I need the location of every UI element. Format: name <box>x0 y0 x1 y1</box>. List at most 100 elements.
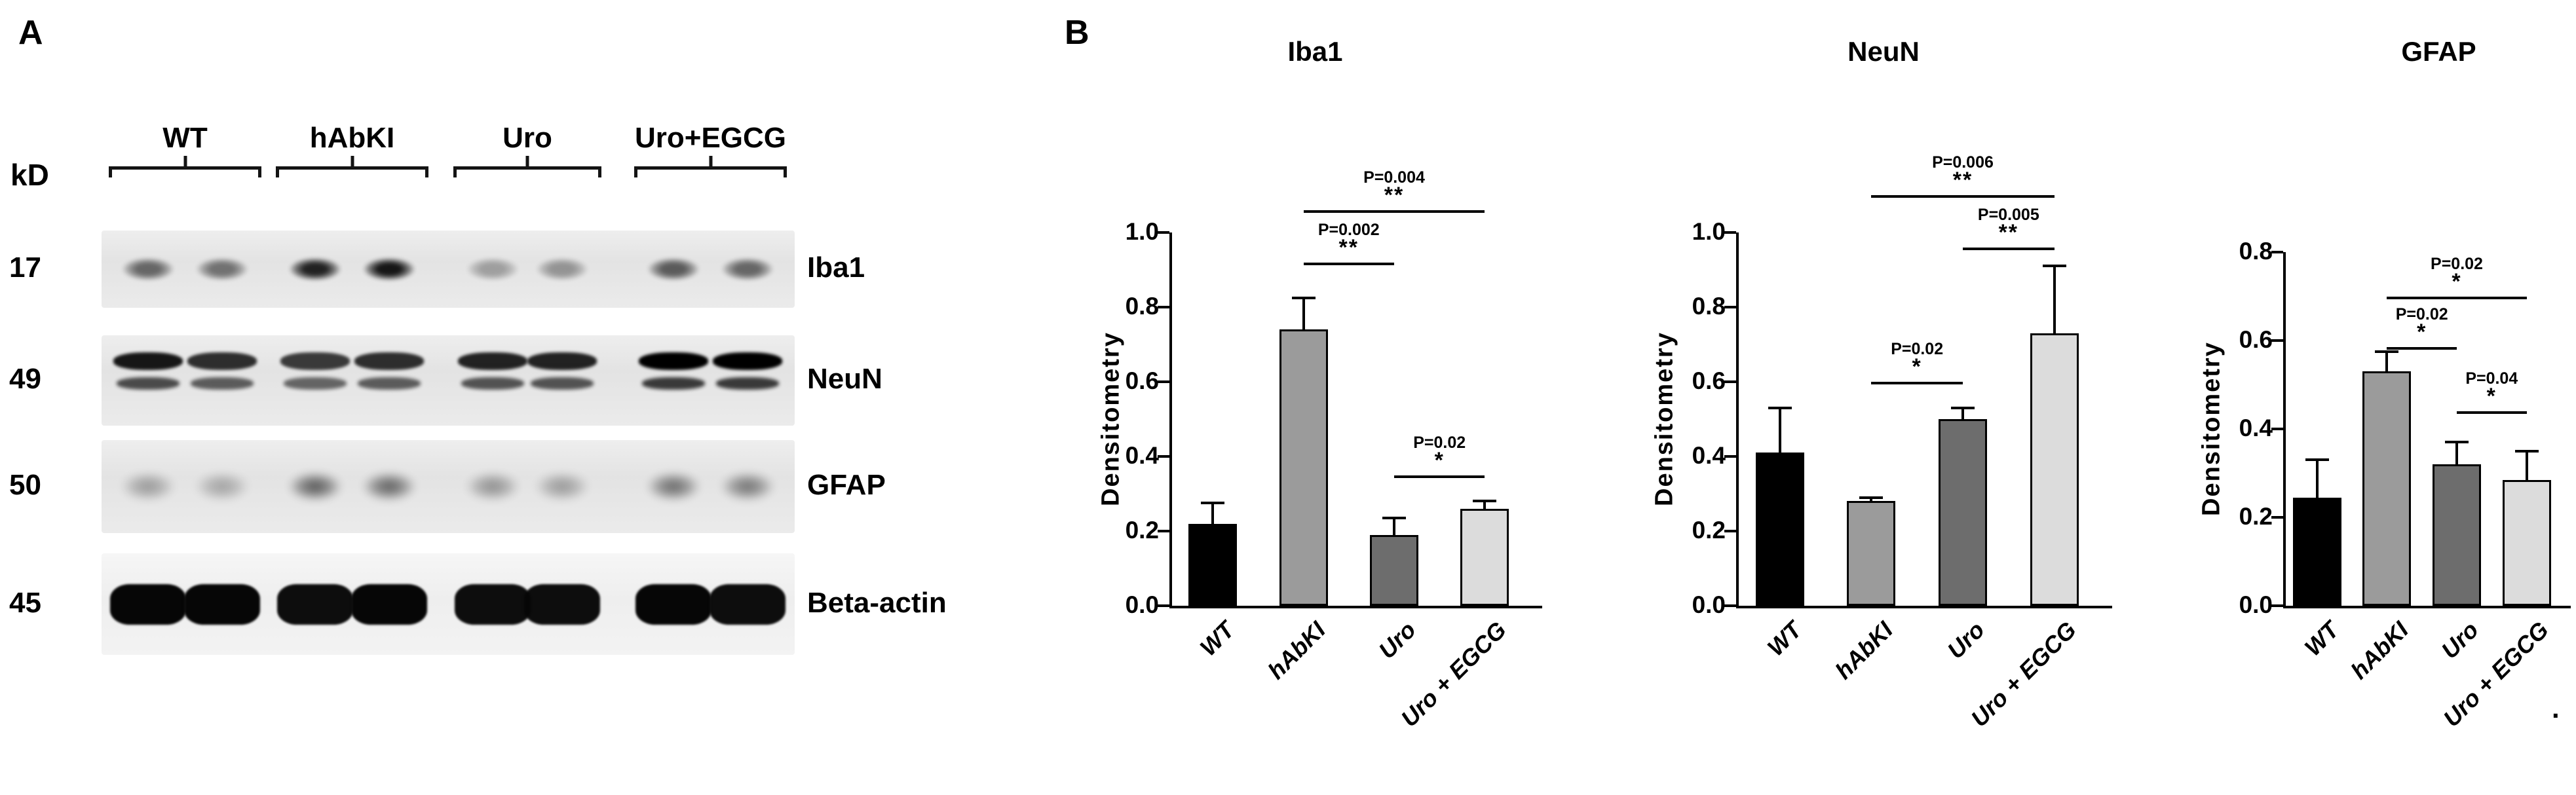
y-tick-mark <box>1158 380 1169 383</box>
error-bar <box>1211 503 1215 525</box>
y-tick-mark <box>1158 530 1169 532</box>
y-tick-mark <box>2271 339 2283 342</box>
blot-band <box>351 583 427 625</box>
error-bar <box>2455 442 2458 466</box>
error-bar-cap <box>1382 517 1406 520</box>
blot-band-upper <box>113 352 183 370</box>
significance-p-value: P=0.02 <box>1891 340 1944 358</box>
error-bar-cap <box>1951 406 1975 409</box>
blot-band-lower <box>284 377 347 390</box>
y-axis-label: Densitometry <box>1097 331 1125 507</box>
x-tick-label: hAbKI <box>2345 616 2414 684</box>
plot-area: WT hAbKI Uro Uro + EGCG P=0.04 * P=0.02 * P=0.02… <box>2283 252 2571 732</box>
significance-line <box>1963 247 2055 250</box>
blot-band <box>638 253 709 285</box>
blot-protein-label: NeuN <box>807 363 882 395</box>
significance-stars: * <box>2486 384 2497 409</box>
blot-strip-beta-actin <box>102 553 795 655</box>
y-tick-mark <box>1724 455 1736 458</box>
significance-stars: ** <box>1998 219 2019 245</box>
bar-habki <box>1279 329 1328 606</box>
y-tick-label: 0.0 <box>1125 591 1159 618</box>
significance-line <box>1303 262 1394 265</box>
bar-uro+egcg <box>1460 508 1509 606</box>
blot-band <box>184 583 260 625</box>
blot-band-upper <box>527 352 597 370</box>
blot-group-bracket <box>109 166 261 177</box>
blot-group-label: hAbKI <box>309 122 395 154</box>
y-tick-label: 0.6 <box>1692 367 1726 394</box>
significance-line <box>2387 347 2457 350</box>
chart-title: NeuN <box>1847 36 1920 67</box>
significance-stars: ** <box>1338 234 1359 260</box>
significance-line <box>2387 296 2527 299</box>
blot-band <box>524 583 600 625</box>
y-tick-label: 0.4 <box>1125 442 1159 469</box>
significance-p-value: P=0.02 <box>2395 305 2448 324</box>
blot-band-lower <box>642 377 705 390</box>
significance-stars: ** <box>1952 168 1973 193</box>
significance-line <box>2457 411 2527 414</box>
blot-protein-label: Iba1 <box>807 251 865 284</box>
error-bar-cap <box>2375 350 2399 353</box>
y-tick-label: 1.0 <box>1692 218 1726 245</box>
blot-band <box>712 253 783 285</box>
blot-band-lower <box>191 377 254 390</box>
blot-band-lower <box>358 377 421 390</box>
blot-group-bracket <box>634 166 787 177</box>
blot-band-upper <box>354 352 424 370</box>
x-tick-label: Uro <box>1942 616 1990 664</box>
bar-habki <box>2362 371 2412 606</box>
y-tick-mark <box>1724 231 1736 234</box>
chart-neun: NeuN Densitometry WT hAbKI Uro Uro + EGCG P=… <box>1638 36 2188 759</box>
significance-stars: * <box>2417 320 2427 345</box>
blot-group-label: Uro <box>502 122 552 154</box>
western-blot-panel: WT hAbKI Uro Uro+EGCG 17 Iba1 49 NeuN 50 GFAP 45 Be… <box>0 0 947 795</box>
y-tick-mark <box>1724 380 1736 383</box>
blot-band <box>637 467 710 506</box>
x-tick-label: hAbKI <box>1830 616 1899 684</box>
blot-band <box>113 253 183 285</box>
blot-band <box>525 467 599 506</box>
error-bar <box>1778 407 1781 454</box>
blot-band <box>352 467 426 506</box>
blot-band <box>710 583 786 625</box>
y-tick-label: 0.4 <box>2239 415 2273 441</box>
blot-kd-marker: 45 <box>9 586 41 619</box>
y-tick-label: 0.4 <box>1692 442 1726 469</box>
panel-b-label: B <box>1065 14 1089 52</box>
kd-axis-label: kD <box>10 158 49 192</box>
blot-group-stem <box>709 156 712 166</box>
error-bar-cap <box>2514 449 2539 453</box>
y-tick-mark <box>2271 604 2283 607</box>
bar-uro <box>1370 534 1418 606</box>
chart-title: GFAP <box>2401 36 2476 67</box>
y-tick-mark <box>1724 306 1736 308</box>
y-tick-mark <box>1158 231 1169 234</box>
blot-strip-iba1 <box>102 231 795 308</box>
blot-protein-label: GFAP <box>807 469 886 501</box>
blot-kd-marker: 50 <box>9 469 41 501</box>
error-bar <box>2385 351 2389 373</box>
y-tick-label: 0.6 <box>2239 326 2273 353</box>
blot-strip-gfap <box>102 440 795 533</box>
blot-band-lower <box>117 377 180 390</box>
blot-band <box>711 467 784 506</box>
chart-gfap: GFAP Densitometry WT hAbKI Uro Uro + EGCG P=… <box>2185 36 2576 759</box>
blot-band <box>277 583 353 625</box>
error-bar-cap <box>1201 502 1225 505</box>
x-tick-label: Uro <box>1373 616 1421 664</box>
trailing-period: . <box>2552 693 2560 724</box>
y-tick-label: 0.2 <box>1692 517 1726 544</box>
bar-wt <box>2292 497 2341 606</box>
error-bar-cap <box>1859 496 1884 499</box>
blot-band <box>457 253 528 285</box>
significance-line <box>1871 195 2055 198</box>
blot-band <box>187 253 257 285</box>
y-tick-mark <box>1158 455 1169 458</box>
significance-p-value: P=0.04 <box>2465 369 2518 388</box>
blot-band <box>527 253 597 285</box>
y-tick-mark <box>2271 516 2283 519</box>
y-tick-label: 0.0 <box>1692 591 1726 618</box>
